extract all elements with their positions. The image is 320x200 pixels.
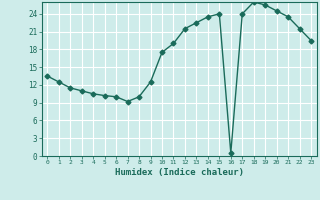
X-axis label: Humidex (Indice chaleur): Humidex (Indice chaleur): [115, 168, 244, 177]
